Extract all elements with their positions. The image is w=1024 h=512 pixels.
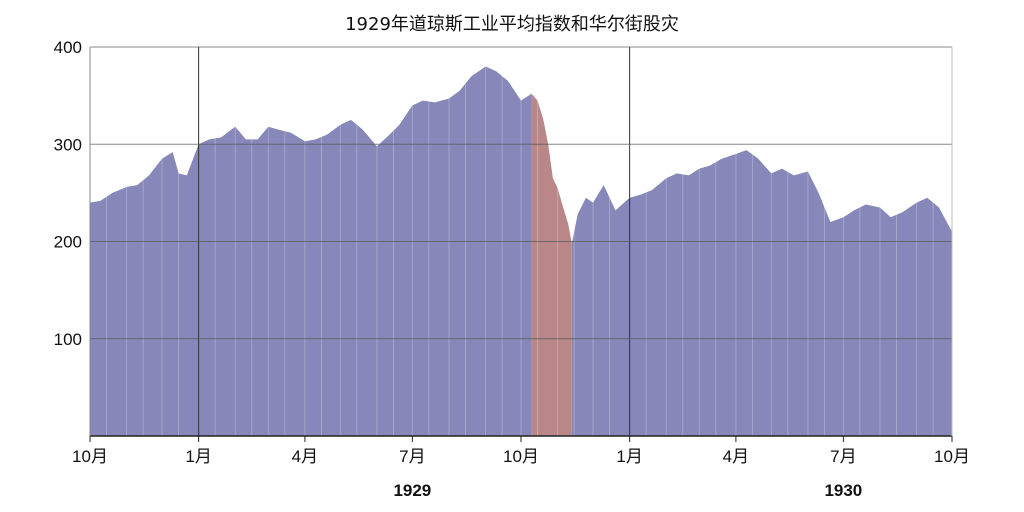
x-tick-label-3: 7月: [399, 447, 425, 466]
y-tick-label-200: 200: [54, 233, 82, 252]
x-tick-label-6: 4月: [723, 447, 749, 466]
y-tick-label-400: 400: [54, 38, 82, 57]
year-label-1929: 1929: [393, 481, 431, 500]
x-tick-label-0: 10月: [72, 447, 108, 466]
y-tick-label-100: 100: [54, 330, 82, 349]
x-tick-labels: 10月 1月 4月 7月 10月 1月 4月 7月 10月: [72, 436, 970, 466]
plot-areas: [90, 66, 952, 436]
area-segment-1: [90, 66, 532, 436]
chart-title: 1929年道琼斯工业平均指数和华尔街股灾: [345, 14, 679, 35]
area-segment-2: [531, 93, 572, 436]
x-tick-label-1: 1月: [185, 447, 211, 466]
x-tick-label-4: 10月: [503, 447, 539, 466]
y-tick-label-300: 300: [54, 135, 82, 154]
horizontal-gridlines: [90, 46, 952, 340]
x-tick-label-7: 7月: [830, 447, 856, 466]
x-tick-label-5: 1月: [616, 447, 642, 466]
year-labels: 1929 1930: [393, 481, 862, 500]
x-tick-label-2: 4月: [292, 447, 318, 466]
x-tick-label-8: 10月: [934, 447, 970, 466]
area-segment-3: [571, 150, 952, 436]
y-tick-labels: 100 200 300 400: [54, 38, 82, 349]
year-label-1930: 1930: [824, 481, 862, 500]
